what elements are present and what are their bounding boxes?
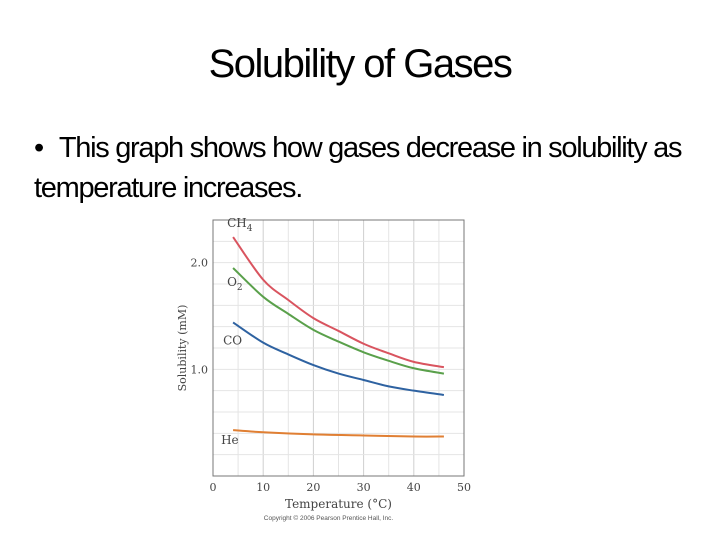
series-label-text: He xyxy=(221,433,239,447)
series-line-o2 xyxy=(232,267,445,375)
bullet-text: This graph shows how gases decrease in s… xyxy=(34,132,682,204)
series-label-text: CH xyxy=(227,218,247,230)
y-tick-label: 2.0 xyxy=(191,257,209,270)
series-label-o2: O2 xyxy=(227,275,243,293)
series-label-subscript: 2 xyxy=(237,283,243,293)
series-line-he xyxy=(233,429,444,438)
slide-title: Solubility of Gases xyxy=(208,42,513,86)
x-tick-label: 30 xyxy=(357,481,371,494)
x-tick-label: 20 xyxy=(306,481,320,494)
x-tick-label: 0 xyxy=(210,481,217,494)
series-label-text: O xyxy=(227,275,237,289)
x-tick-label: 40 xyxy=(407,481,421,494)
bullet-point: • This graph shows how gases decrease in … xyxy=(34,128,694,208)
series-label-subscript: 4 xyxy=(247,224,253,234)
series-line-co xyxy=(232,321,445,396)
solubility-chart: 0 10 20 30 40 50 1.0 2.0 CH4 O2 CO He Temperature … xyxy=(176,218,472,522)
copyright-notice: Copyright © 2006 Pearson Prentice Hall, … xyxy=(264,514,394,522)
x-tick-label: 10 xyxy=(256,481,270,494)
series-label-co: CO xyxy=(223,333,242,347)
series-lines xyxy=(232,236,445,438)
series-line-ch4 xyxy=(232,236,445,369)
y-tick-label: 1.0 xyxy=(191,363,209,376)
plot-frame xyxy=(212,219,465,477)
axis-ticks: 0 10 20 30 40 50 1.0 2.0 xyxy=(191,257,472,494)
series-label-text: CO xyxy=(223,333,242,347)
series-labels: CH4 O2 CO He xyxy=(221,218,253,447)
series-label-he: He xyxy=(221,433,239,447)
series-label-ch4: CH4 xyxy=(227,218,253,234)
bullet-icon: • xyxy=(34,132,44,164)
x-axis-label: Temperature (°C) xyxy=(285,497,392,511)
y-axis-label: Solubility (mM) xyxy=(176,305,189,392)
x-tick-label: 50 xyxy=(457,481,471,494)
